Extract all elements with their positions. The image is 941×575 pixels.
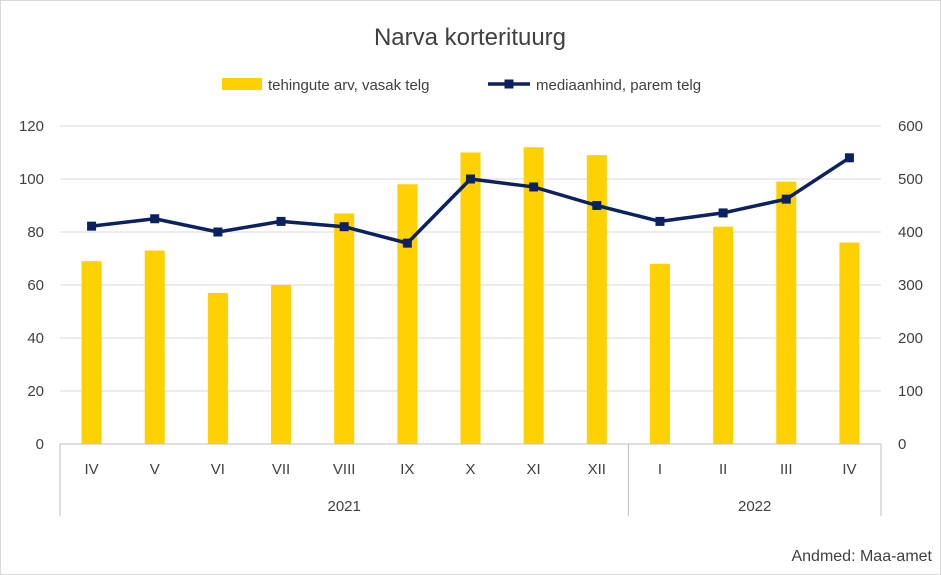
y-right-tick-label: 100 (898, 383, 923, 400)
line-marker (213, 227, 223, 237)
line-marker (592, 201, 602, 210)
y-right-tick-label: 0 (898, 436, 906, 453)
line-marker (276, 216, 286, 226)
legend-swatch-bar (222, 78, 262, 90)
x-tick-label: V (150, 461, 160, 478)
line-marker (781, 194, 791, 204)
chart-title: Narva korterituurg (374, 24, 566, 51)
x-tick-label: VI (211, 461, 225, 478)
bar (649, 263, 670, 444)
y-right-tick-label: 500 (898, 171, 923, 188)
y-left-tick-label: 0 (36, 436, 44, 453)
y-left-tick-label: 60 (27, 277, 44, 294)
bar (334, 213, 355, 444)
legend-label: mediaanhind, parem telg (536, 77, 701, 94)
x-tick-label: IV (84, 461, 98, 478)
bar (586, 155, 607, 444)
y-left-tick-label: 40 (27, 330, 44, 347)
x-tick-label: XII (588, 461, 606, 478)
bar (81, 261, 102, 444)
bar (713, 226, 734, 444)
line-marker (655, 216, 665, 226)
y-left-tick-label: 20 (27, 383, 44, 400)
line-marker (844, 153, 854, 163)
bar (397, 184, 418, 445)
group-label: 2021 (328, 498, 361, 515)
legend-label: tehingute arv, vasak telg (268, 77, 429, 94)
x-tick-label: X (465, 461, 475, 478)
line-marker (718, 208, 728, 218)
group-label: 2022 (738, 498, 771, 515)
y-right-tick-label: 200 (898, 330, 923, 347)
bar (207, 292, 228, 444)
y-left-tick-label: 80 (27, 224, 44, 241)
x-tick-label: XI (527, 461, 541, 478)
y-left-tick-label: 120 (19, 118, 44, 135)
bar (144, 250, 165, 444)
axes: 0 20 40 60 80 100 120 0 100 200 300 400 500 600 IV V VI V… (19, 118, 923, 516)
bar (271, 285, 292, 444)
line-marker (150, 214, 160, 224)
line-marker (402, 238, 412, 248)
line-marker (466, 174, 475, 184)
legend: tehingute arv, vasak telg mediaanhind, pa… (222, 77, 701, 94)
line-marker (529, 182, 539, 192)
bar (523, 147, 544, 444)
x-tick-label: VII (272, 461, 290, 478)
line-marker (87, 221, 97, 231)
bar (460, 152, 481, 444)
x-tick-label: II (719, 461, 727, 478)
bar (776, 181, 797, 444)
line-series (87, 153, 854, 248)
x-tick-label: I (658, 461, 662, 478)
y-right-tick-label: 600 (898, 118, 923, 135)
bar-series (81, 147, 860, 445)
y-left-tick-label: 100 (19, 171, 44, 188)
x-tick-label: III (780, 461, 793, 478)
x-tick-label: IX (400, 461, 414, 478)
x-tick-label: VIII (333, 461, 356, 478)
x-tick-label: IV (842, 461, 856, 478)
bar (839, 242, 860, 444)
legend-swatch-marker (504, 79, 514, 89)
line-marker (339, 222, 349, 232)
y-right-tick-label: 300 (898, 277, 923, 294)
source-note: Andmed: Maa-amet (791, 548, 932, 565)
y-right-tick-label: 400 (898, 224, 923, 241)
